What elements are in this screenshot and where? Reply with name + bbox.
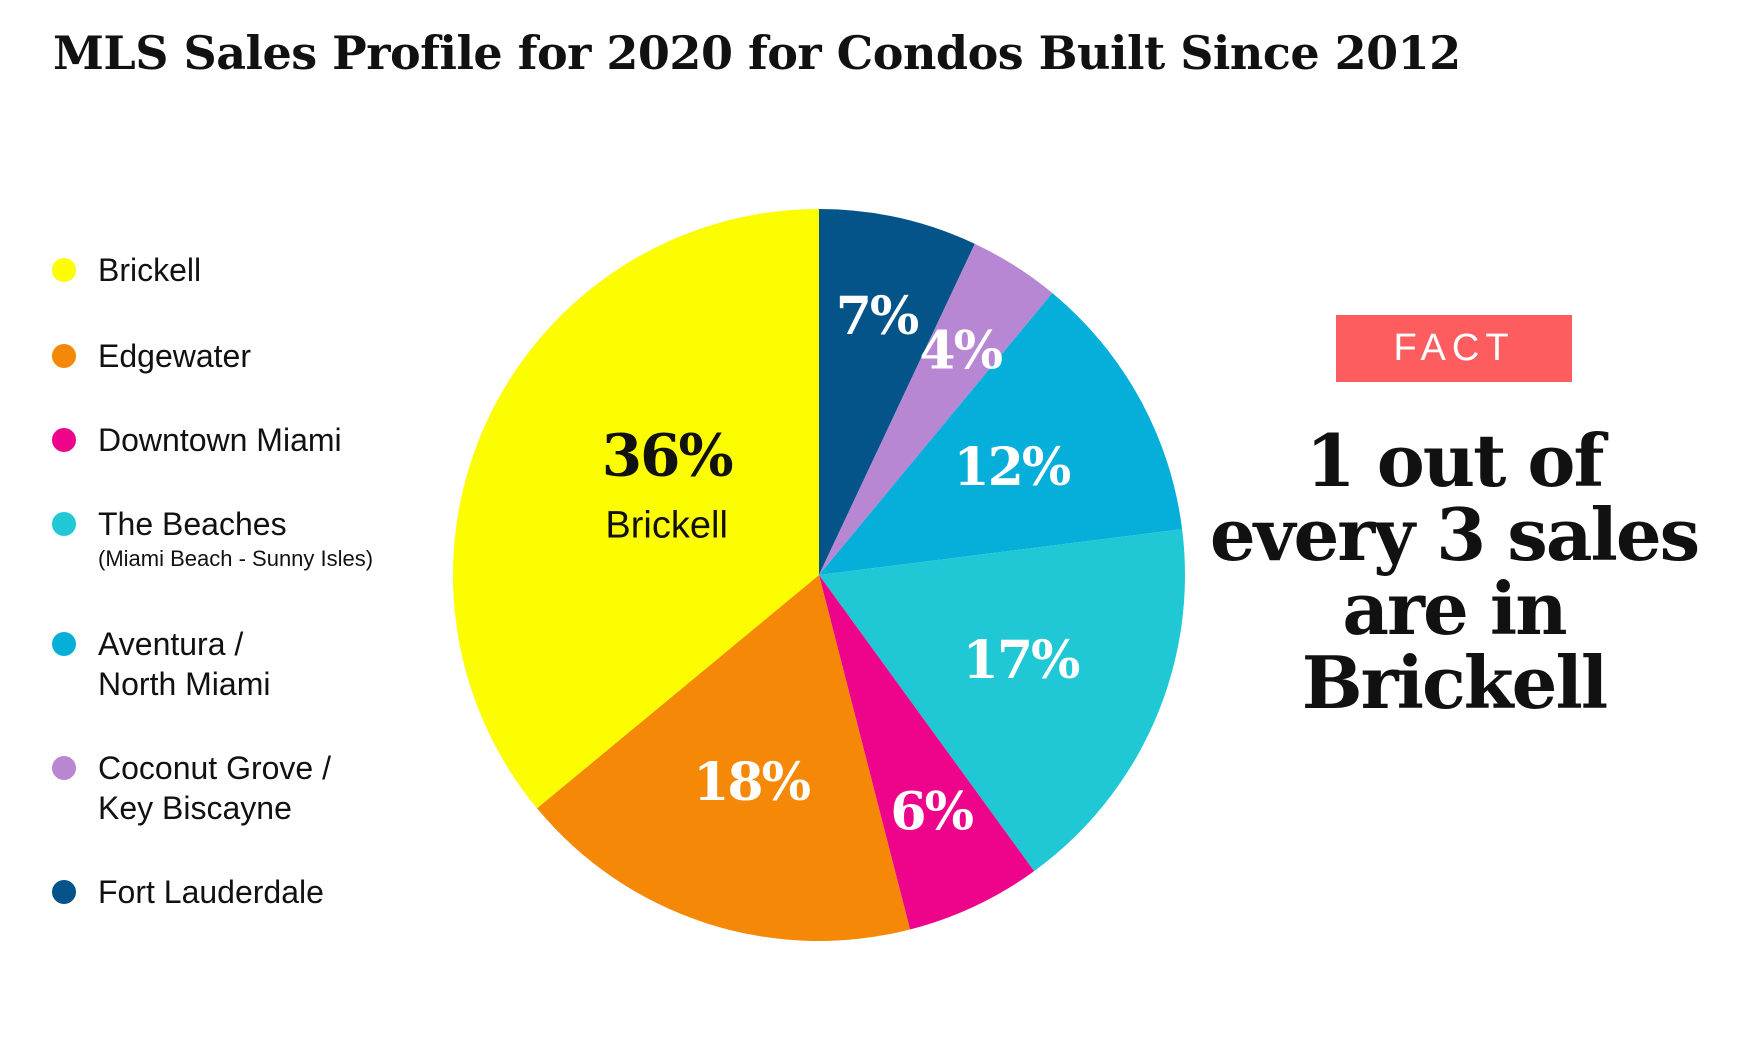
legend-label: Edgewater: [98, 338, 251, 374]
legend-swatch-coconut-grove: [52, 756, 76, 780]
legend-label: Fort Lauderdale: [98, 874, 324, 910]
pie-slice-brickell: [452, 209, 819, 809]
fact-line: Brickell: [1301, 640, 1608, 725]
fact-line: are in: [1342, 566, 1567, 651]
pie-slice-the-beaches: [819, 529, 1186, 872]
legend-label: Coconut Grove /: [98, 750, 331, 786]
legend-label-line2: Key Biscayne: [98, 790, 292, 826]
fact-badge-label: FACT: [1393, 327, 1515, 369]
legend-label: The Beaches: [98, 506, 287, 542]
fact-line: every 3 sales: [1209, 492, 1700, 577]
legend: Brickell Edgewater Downtown Miami The Be…: [52, 0, 472, 1048]
legend-sublabel: (Miami Beach - Sunny Isles): [98, 546, 374, 571]
pie-label-coconut-grove-key-biscayne: 4%: [919, 321, 1002, 382]
legend-label: Brickell: [98, 252, 202, 288]
fact-badge: FACT: [1336, 315, 1572, 382]
pie-slice-fort-lauderdale: [819, 209, 975, 575]
pie-label-fort-lauderdale: 7%: [836, 286, 919, 347]
legend-swatch-the-beaches: [52, 512, 76, 536]
legend-label-line2: North Miami: [98, 666, 271, 702]
pie-label-edgewater: 18%: [693, 752, 810, 813]
pie-label-aventura-north-miami: 12%: [954, 437, 1071, 498]
legend-swatch-edgewater: [52, 344, 76, 368]
pie-slice-downtown-miami: [819, 575, 1035, 930]
pie-label-downtown-miami: 6%: [890, 781, 973, 842]
legend-swatch-brickell: [52, 258, 76, 282]
legend-label: Downtown Miami: [98, 422, 342, 458]
chart-title: MLS Sales Profile for 2020 for Condos Bu…: [53, 26, 1461, 80]
fact-line: 1 out of: [1305, 418, 1605, 503]
pie-sublabel-brickell: Brickell: [605, 504, 727, 546]
pie-label-the-beaches: 17%: [963, 630, 1080, 691]
pie-slice-aventura-north-miami: [819, 292, 1183, 575]
legend-swatch-aventura: [52, 632, 76, 656]
legend-swatch-downtown-miami: [52, 428, 76, 452]
fact-statement: 1 out of every 3 sales are in Brickell: [1200, 424, 1708, 720]
legend-swatch-fort-lauderdale: [52, 880, 76, 904]
legend-label: Aventura /: [98, 626, 244, 662]
pie-slice-edgewater: [536, 575, 911, 941]
pie-slice-coconut-grove-key-biscayne: [819, 243, 1053, 575]
pie-label-brickell: 36%: [602, 421, 733, 489]
